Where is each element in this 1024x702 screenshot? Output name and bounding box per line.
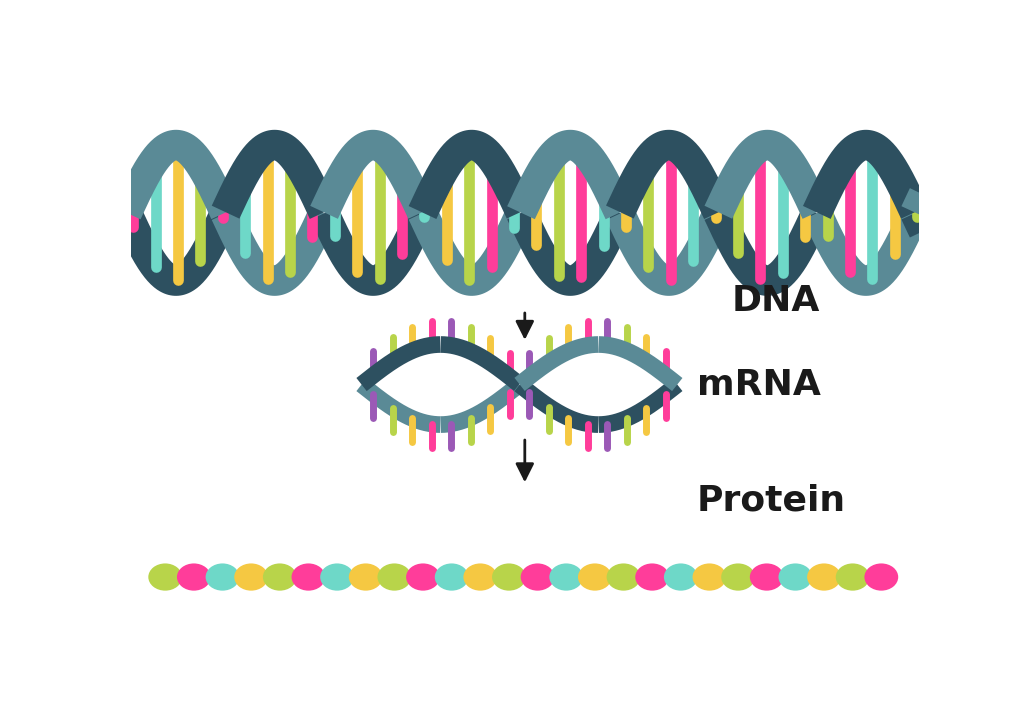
Ellipse shape xyxy=(664,564,697,590)
Ellipse shape xyxy=(549,564,583,590)
Ellipse shape xyxy=(864,564,898,590)
Ellipse shape xyxy=(349,564,383,590)
Ellipse shape xyxy=(407,564,440,590)
Ellipse shape xyxy=(148,564,182,590)
Text: mRNA: mRNA xyxy=(696,368,820,402)
Ellipse shape xyxy=(750,564,783,590)
Ellipse shape xyxy=(578,564,611,590)
Ellipse shape xyxy=(206,564,240,590)
Ellipse shape xyxy=(435,564,469,590)
Ellipse shape xyxy=(692,564,726,590)
Ellipse shape xyxy=(234,564,268,590)
Ellipse shape xyxy=(635,564,669,590)
Ellipse shape xyxy=(721,564,755,590)
Ellipse shape xyxy=(321,564,354,590)
Ellipse shape xyxy=(606,564,640,590)
Text: DNA: DNA xyxy=(731,284,819,319)
Ellipse shape xyxy=(493,564,526,590)
Ellipse shape xyxy=(520,564,554,590)
Ellipse shape xyxy=(807,564,841,590)
Ellipse shape xyxy=(836,564,869,590)
Ellipse shape xyxy=(464,564,498,590)
Ellipse shape xyxy=(378,564,412,590)
Ellipse shape xyxy=(778,564,812,590)
Ellipse shape xyxy=(177,564,211,590)
Ellipse shape xyxy=(263,564,297,590)
Text: Protein: Protein xyxy=(696,483,846,517)
Ellipse shape xyxy=(292,564,326,590)
